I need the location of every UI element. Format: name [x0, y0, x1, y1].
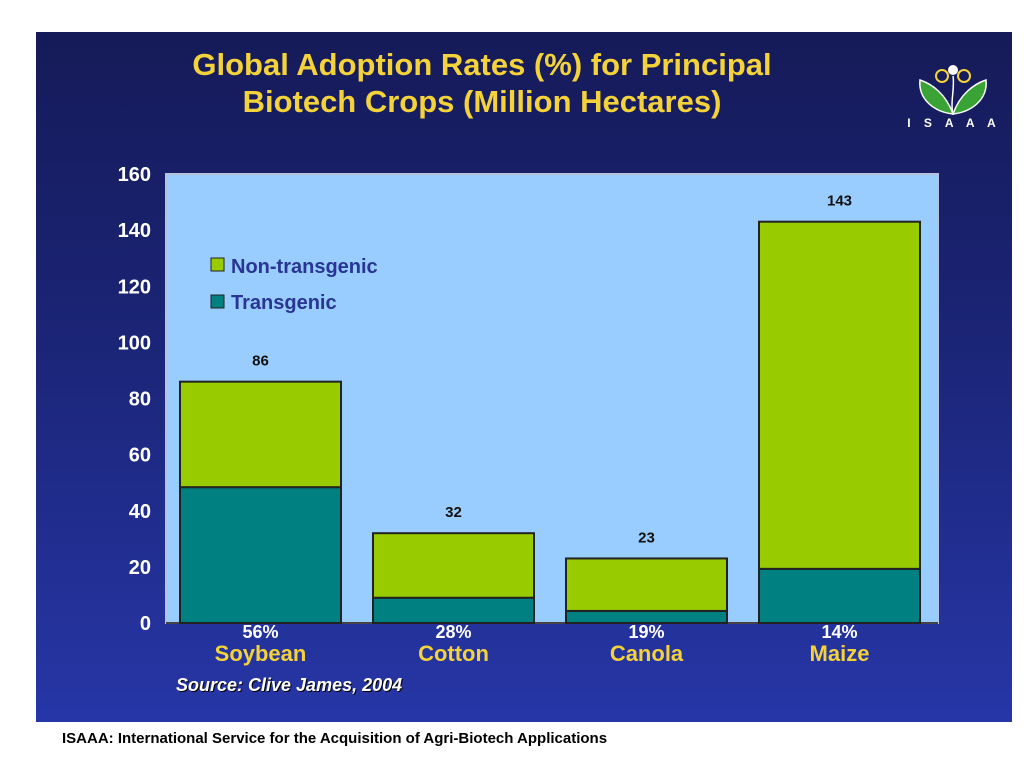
bar-soybean-transgenic — [179, 486, 342, 624]
y-tick-label: 140 — [118, 220, 151, 242]
bar-maize-non-transgenic — [758, 220, 921, 570]
category-label-soybean: Soybean — [215, 641, 307, 666]
adoption-rate-soybean: 56% — [242, 622, 278, 642]
footer-note: ISAAA: International Service for the Acq… — [62, 730, 608, 747]
total-label-cotton: 32 — [445, 504, 462, 521]
category-label-cotton: Cotton — [418, 641, 489, 666]
slide: Global Adoption Rates (%) for Principal … — [36, 32, 1012, 722]
bar-cotton-transgenic — [372, 596, 535, 625]
y-tick-label: 160 — [118, 164, 151, 186]
stacked-bar-chart: 0 20 40 60 80 100 120 140 160 86 32 23 143 56%Soybe… — [118, 164, 939, 666]
y-tick-label: 60 — [129, 445, 151, 467]
legend-label-transgenic: Transgenic — [231, 292, 337, 314]
y-tick-label: 120 — [118, 276, 151, 298]
total-label-maize: 143 — [827, 193, 852, 210]
category-label-maize: Maize — [810, 641, 870, 666]
y-tick-label: 100 — [118, 332, 151, 354]
source-citation: Source: Clive James, 2004 — [176, 675, 403, 695]
y-axis-ticks: 0 20 40 60 80 100 120 140 160 — [118, 164, 151, 635]
adoption-rate-maize: 14% — [821, 622, 857, 642]
bar-maize-transgenic — [758, 567, 921, 624]
bar-soybean-non-transgenic — [179, 380, 342, 489]
adoption-rate-cotton: 28% — [435, 622, 471, 642]
y-tick-label: 20 — [129, 557, 151, 579]
legend-label-non-transgenic: Non-transgenic — [231, 256, 378, 278]
category-label-canola: Canola — [610, 641, 684, 666]
adoption-rate-canola: 19% — [628, 622, 664, 642]
total-label-soybean: 86 — [252, 353, 269, 370]
y-tick-label: 80 — [129, 389, 151, 411]
legend-swatch-transgenic — [210, 294, 225, 309]
y-tick-label: 40 — [129, 501, 151, 523]
bar-cotton-non-transgenic — [372, 532, 535, 599]
isaaa-logo-icon — [919, 65, 987, 115]
chart-title-line-2: Biotech Crops (Million Hectares) — [242, 84, 722, 119]
bar-canola-non-transgenic — [565, 557, 728, 612]
chart-title-line-1: Global Adoption Rates (%) for Principal — [192, 47, 772, 82]
x-axis-labels: 56%Soybean 28%Cotton 19%Canola 14%Maize — [215, 622, 870, 666]
total-label-canola: 23 — [638, 529, 655, 546]
y-tick-label: 0 — [140, 613, 151, 635]
bars — [179, 220, 921, 625]
logo-text: I S A A A — [907, 116, 1001, 130]
legend-swatch-non-transgenic — [210, 257, 225, 272]
legend: Non-transgenic Transgenic — [210, 256, 378, 314]
total-labels: 86 32 23 143 — [252, 193, 852, 547]
